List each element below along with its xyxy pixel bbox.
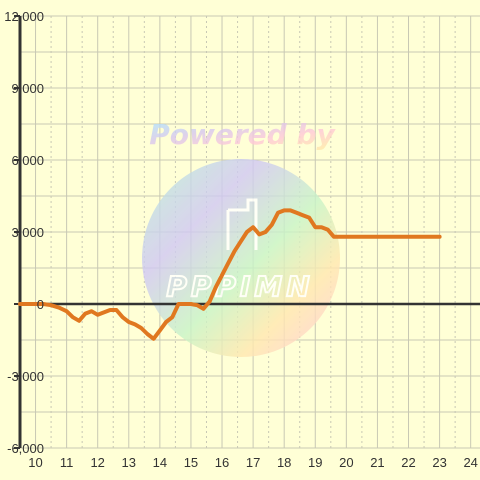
x-tick-label: 22	[401, 455, 415, 470]
y-tick-label: -3,000	[7, 369, 44, 384]
x-tick-label: 20	[339, 455, 353, 470]
x-tick-label: 23	[432, 455, 446, 470]
x-tick-label: 11	[60, 455, 74, 470]
watermark-circle	[142, 159, 340, 357]
x-tick-label: 12	[90, 455, 104, 470]
y-tick-label: -6,000	[7, 441, 44, 456]
x-tick-label: 10	[28, 455, 42, 470]
watermark-brand: PPPIMN	[166, 270, 313, 303]
x-tick-label: 24	[463, 455, 477, 470]
y-tick-label: 9,000	[11, 81, 44, 96]
x-tick-label: 16	[215, 455, 229, 470]
y-tick-label: 3,000	[11, 225, 44, 240]
x-tick-label: 21	[370, 455, 384, 470]
series-layer	[18, 208, 442, 341]
x-tick-label: 19	[308, 455, 322, 470]
x-tick-label: 18	[277, 455, 291, 470]
axes	[14, 15, 480, 449]
x-tick-label: 13	[122, 455, 136, 470]
x-tick-labels: 10 11 12 13 14 15 16 17 18 19 20 21 22 23 24	[28, 455, 478, 470]
y-tick-labels: -6,000 -3,000 0 3,000 6,000 9,000 12,000	[4, 9, 44, 456]
y-tick-label: 12,000	[4, 9, 44, 24]
watermark-logo-icon	[226, 198, 258, 250]
x-tick-label: 15	[184, 455, 198, 470]
y-tick-label: 0	[37, 297, 44, 312]
x-tick-label: 17	[246, 455, 260, 470]
y-tick-label: 6,000	[11, 153, 44, 168]
x-tick-label: 14	[153, 455, 167, 470]
watermark-powered-by: Powered by	[149, 118, 336, 151]
series-line	[18, 208, 442, 341]
